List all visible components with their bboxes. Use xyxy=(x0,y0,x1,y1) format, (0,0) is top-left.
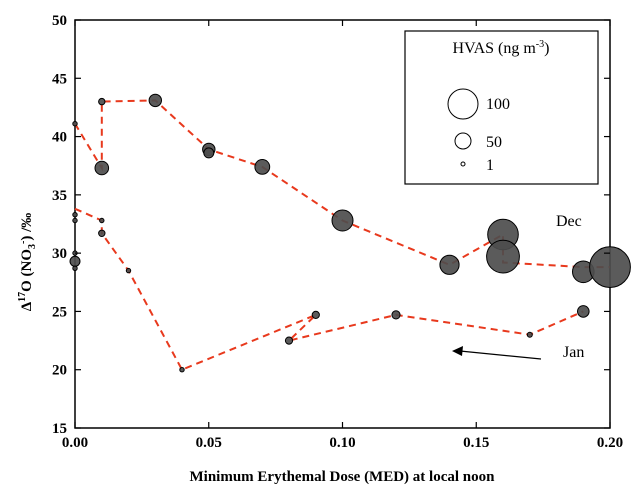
y-tick-label: 30 xyxy=(52,246,67,262)
x-tick-label: 0.05 xyxy=(196,435,222,451)
jan-label: Jan xyxy=(563,344,584,361)
legend-label-1: 1 xyxy=(486,157,494,174)
y-tick-label: 15 xyxy=(52,421,67,437)
y-tick-label: 45 xyxy=(52,71,67,87)
data-point-jan-11 xyxy=(391,310,401,320)
data-point-jan-8 xyxy=(179,367,185,373)
jan-arrow-head xyxy=(452,346,463,356)
legend-marker-100 xyxy=(447,88,479,120)
y-axis-title: Δ17O (NO3-) /‰ xyxy=(17,213,38,312)
data-point-dec-6 xyxy=(254,159,271,175)
data-point-jan-1 xyxy=(72,217,78,224)
data-point-jan-7 xyxy=(125,267,132,274)
x-axis-title: Minimum Erythemal Dose (MED) at local no… xyxy=(190,469,496,485)
x-tick-label: 0.10 xyxy=(329,435,355,451)
data-point-dec-0 xyxy=(72,121,78,127)
data-point-dec-5 xyxy=(203,147,215,159)
data-point-jan-5 xyxy=(99,217,105,224)
data-point-jan-0 xyxy=(72,212,78,218)
data-point-dec-12 xyxy=(589,246,631,289)
data-point-dec-10 xyxy=(486,239,520,274)
data-point-jan-3 xyxy=(69,255,81,267)
data-point-jan-6 xyxy=(98,229,106,238)
data-point-dec-1 xyxy=(94,160,110,176)
data-point-jan-10 xyxy=(311,310,320,319)
x-tick-label: 0.00 xyxy=(62,435,88,451)
data-point-jan-4 xyxy=(72,265,78,271)
data-point-dec-7 xyxy=(331,209,354,232)
data-point-dec-8 xyxy=(439,254,460,275)
legend-box xyxy=(404,30,599,185)
data-point-dec-3 xyxy=(148,93,163,108)
y-tick-label: 35 xyxy=(52,188,67,204)
y-tick-label: 50 xyxy=(52,13,67,29)
x-tick-label: 0.15 xyxy=(463,435,489,451)
y-tick-label: 40 xyxy=(52,130,67,146)
x-tick-label: 0.20 xyxy=(597,435,623,451)
legend-label-100: 100 xyxy=(486,96,510,113)
y-tick-label: 20 xyxy=(52,363,67,379)
data-point-dec-2 xyxy=(98,97,106,106)
legend-title: HVAS (ng m-3) xyxy=(453,39,550,57)
legend-label-50: 50 xyxy=(486,134,502,151)
dec-label: Dec xyxy=(556,213,582,230)
legend-marker-1 xyxy=(460,161,466,167)
legend-marker-50 xyxy=(454,132,472,150)
legend: HVAS (ng m-3) 100 50 1 xyxy=(404,30,599,185)
data-point-jan-13 xyxy=(577,305,590,318)
data-point-jan-9 xyxy=(284,336,294,345)
y-tick-label: 25 xyxy=(52,304,67,320)
jan-arrow xyxy=(459,350,542,360)
data-point-jan-12 xyxy=(526,331,533,338)
